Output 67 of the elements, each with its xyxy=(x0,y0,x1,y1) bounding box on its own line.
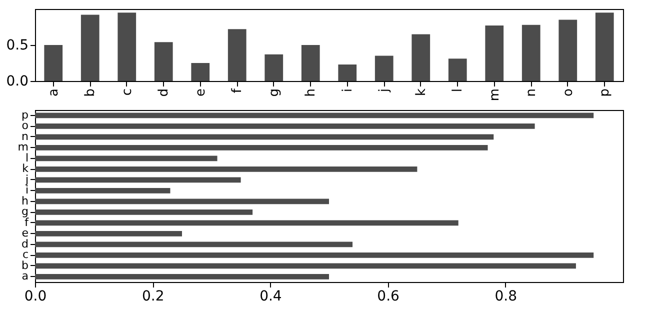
bar xyxy=(35,242,353,248)
bar xyxy=(35,274,329,280)
x-tick-label: b xyxy=(83,88,98,97)
y-tick-label: a xyxy=(22,270,28,283)
bar xyxy=(80,14,100,81)
bar xyxy=(35,263,576,269)
x-tick-label: 0.8 xyxy=(494,288,518,304)
y-tick-label: b xyxy=(22,258,29,272)
bar xyxy=(448,58,467,81)
y-tick-label: 0.5 xyxy=(6,38,28,54)
bar xyxy=(191,63,210,81)
x-tick-label: d xyxy=(156,88,172,97)
bar xyxy=(35,198,329,204)
x-tick-label: p xyxy=(598,88,613,97)
x-tick-label: g xyxy=(266,88,282,97)
x-tick-label: e xyxy=(193,88,208,96)
y-tick-label: o xyxy=(22,119,29,132)
bar xyxy=(44,45,63,81)
bar xyxy=(35,166,418,172)
bar xyxy=(35,209,253,215)
bar xyxy=(301,45,320,81)
bar xyxy=(35,134,494,140)
y-tick-label: j xyxy=(24,172,28,186)
x-tick-label: m xyxy=(487,88,502,102)
x-tick-label: 0.4 xyxy=(260,288,282,304)
y-tick-label: g xyxy=(22,205,28,218)
bar xyxy=(35,156,218,162)
x-tick-label: h xyxy=(304,88,319,97)
x-tick-label: n xyxy=(524,88,540,97)
bar xyxy=(35,123,535,129)
y-tick-label: h xyxy=(22,194,29,208)
bar xyxy=(595,12,614,81)
x-tick-label: c xyxy=(120,88,135,96)
bar xyxy=(35,220,458,226)
bar xyxy=(338,64,357,81)
bar xyxy=(228,29,246,81)
y-tick-label: k xyxy=(22,162,30,176)
bar xyxy=(412,34,430,81)
y-tick-label: n xyxy=(22,130,29,143)
y-tick-label: d xyxy=(22,237,28,250)
x-tick-label: o xyxy=(560,88,576,96)
bar xyxy=(522,24,540,81)
x-tick-label: f xyxy=(230,88,246,94)
y-tick-label: m xyxy=(18,140,28,154)
bar xyxy=(154,42,173,81)
y-tick-label: e xyxy=(22,226,29,240)
bar xyxy=(35,252,594,258)
y-tick-label: c xyxy=(22,248,28,262)
bar xyxy=(35,144,488,150)
bar xyxy=(374,56,394,81)
x-tick-label: i xyxy=(340,88,356,92)
bar xyxy=(35,230,182,236)
x-tick-label: l xyxy=(450,88,466,92)
bar xyxy=(485,26,504,81)
x-tick-label: 0.6 xyxy=(377,288,400,304)
bar xyxy=(35,177,241,183)
x-tick-label: 0.2 xyxy=(142,288,164,304)
bar xyxy=(35,188,170,194)
x-tick-label: a xyxy=(46,88,62,96)
y-tick-label: l xyxy=(25,151,28,164)
y-tick-label: p xyxy=(22,108,29,122)
bar xyxy=(558,20,578,81)
bar xyxy=(264,54,284,81)
bar xyxy=(35,112,594,118)
bar xyxy=(118,12,136,81)
x-tick-label: k xyxy=(414,88,429,96)
x-tick-label: j xyxy=(377,88,392,94)
